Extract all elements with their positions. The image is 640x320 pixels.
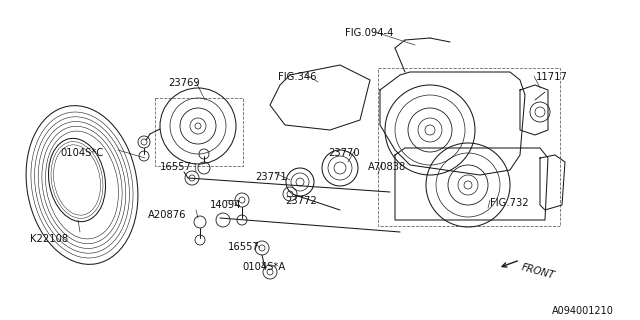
Text: FIG.094-4: FIG.094-4	[345, 28, 394, 38]
Bar	[155, 98, 243, 166]
Text: A20876: A20876	[148, 210, 186, 220]
Text: FIG.732: FIG.732	[490, 198, 529, 208]
Text: 23771: 23771	[255, 172, 287, 182]
Text: A70838: A70838	[368, 162, 406, 172]
Text: A094001210: A094001210	[552, 306, 614, 316]
Bar	[378, 68, 560, 226]
Text: 0104S*C: 0104S*C	[60, 148, 103, 158]
Text: FRONT: FRONT	[520, 262, 556, 281]
Text: 11717: 11717	[536, 72, 568, 82]
Text: 16557: 16557	[160, 162, 192, 172]
Text: 16557: 16557	[228, 242, 260, 252]
Text: K22108: K22108	[30, 234, 68, 244]
Text: 14094: 14094	[210, 200, 241, 210]
Text: 23772: 23772	[285, 196, 317, 206]
Text: 23770: 23770	[328, 148, 360, 158]
Text: 0104S*A: 0104S*A	[242, 262, 285, 272]
Text: FIG.346: FIG.346	[278, 72, 317, 82]
Text: 23769: 23769	[168, 78, 200, 88]
